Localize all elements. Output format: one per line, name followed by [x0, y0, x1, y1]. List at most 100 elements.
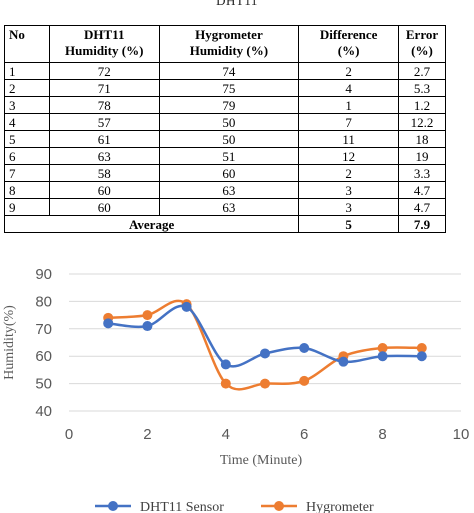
cell-hygrometer: 74 [158, 62, 300, 80]
header-no: No [4, 25, 50, 63]
cell-hygrometer: 79 [158, 96, 300, 114]
humidity-line-chart: 40 50 60 70 80 90 0 2 4 6 8 10 Humidity(%) Time (M… [2, 266, 470, 513]
cell-no: 8 [4, 181, 50, 199]
data-point [103, 318, 114, 329]
legend-swatch-marker [274, 501, 284, 511]
table-row: 8 60 63 3 4.7 [4, 181, 446, 199]
y-tick-label: 60 [35, 348, 52, 365]
data-point [142, 321, 153, 332]
x-axis-label: Time (Minute) [220, 453, 303, 468]
y-tick-labels: 40 50 60 70 80 90 [35, 266, 52, 420]
cell-dht11: 60 [48, 198, 160, 216]
x-tick-label: 0 [65, 426, 73, 443]
cell-dht11: 61 [48, 130, 160, 148]
cell-no: 9 [4, 198, 50, 216]
cell-dht11: 72 [48, 62, 160, 80]
cell-difference: 2 [298, 62, 400, 80]
series-line [108, 299, 422, 391]
y-tick-label: 90 [35, 266, 52, 283]
header-error: Error (%) [398, 25, 446, 63]
legend-swatch-marker [108, 501, 118, 511]
table-row: 5 61 50 11 18 [4, 130, 446, 148]
cell-dht11: 57 [48, 113, 160, 131]
table-row: 4 57 50 7 12.2 [4, 113, 446, 131]
cell-dht11: 63 [48, 147, 160, 165]
cell-error: 12.2 [398, 113, 446, 131]
cell-difference: 12 [298, 147, 400, 165]
x-tick-label: 8 [378, 426, 386, 443]
cell-no: 6 [4, 147, 50, 165]
data-point [181, 301, 192, 312]
cell-hygrometer: 60 [158, 164, 300, 182]
cell-difference: 2 [298, 164, 400, 182]
data-point [299, 375, 310, 386]
data-point [338, 356, 349, 367]
average-difference: 5 [298, 215, 400, 233]
data-point [416, 342, 427, 353]
legend-label: DHT11 Sensor [140, 500, 224, 513]
cell-no: 7 [4, 164, 50, 182]
x-tick-label: 2 [143, 426, 151, 443]
x-tick-label: 10 [453, 426, 470, 443]
cell-error: 5.3 [398, 79, 446, 97]
cell-no: 4 [4, 113, 50, 131]
series-lines [103, 299, 427, 391]
table-row: 1 72 74 2 2.7 [4, 62, 446, 80]
cell-error: 2.7 [398, 62, 446, 80]
cell-difference: 11 [298, 130, 400, 148]
y-tick-label: 80 [35, 293, 52, 310]
data-point [416, 351, 427, 362]
table-row: 9 60 63 3 4.7 [4, 198, 446, 216]
cell-no: 5 [4, 130, 50, 148]
cell-difference: 7 [298, 113, 400, 131]
cell-hygrometer: 51 [158, 147, 300, 165]
cell-error: 4.7 [398, 198, 446, 216]
average-error: 7.9 [398, 215, 446, 233]
chart-legend: DHT11 Sensor Hygrometer [95, 500, 374, 513]
cell-hygrometer: 63 [158, 198, 300, 216]
header-hygrometer: Hygrometer Humidity (%) [158, 25, 300, 63]
x-tick-labels: 0 2 4 6 8 10 [65, 426, 470, 443]
table-caption: DHT11 [216, 0, 258, 8]
cell-hygrometer: 63 [158, 181, 300, 199]
y-tick-label: 40 [35, 403, 52, 420]
legend-label: Hygrometer [306, 500, 374, 513]
cell-error: 18 [398, 130, 446, 148]
x-tick-label: 6 [300, 426, 308, 443]
cell-error: 4.7 [398, 181, 446, 199]
cell-difference: 1 [298, 96, 400, 114]
table-row: 7 58 60 2 3.3 [4, 164, 446, 182]
cell-dht11: 58 [48, 164, 160, 182]
data-point [142, 310, 153, 321]
data-point [220, 378, 231, 389]
data-point [260, 378, 270, 389]
average-row: Average 5 7.9 [3, 215, 446, 233]
header-difference: Difference (%) [298, 25, 400, 63]
data-point [377, 351, 388, 362]
cell-dht11: 60 [48, 181, 160, 199]
cell-dht11: 71 [48, 79, 160, 97]
cell-dht11: 78 [48, 96, 160, 114]
cell-error: 19 [398, 147, 446, 165]
cell-hygrometer: 75 [158, 79, 300, 97]
data-point [299, 342, 310, 353]
cell-hygrometer: 50 [158, 130, 300, 148]
cell-error: 1.2 [398, 96, 446, 114]
table-row: 3 78 79 1 1.2 [4, 96, 446, 114]
y-tick-label: 50 [35, 376, 52, 393]
cell-difference: 3 [298, 198, 400, 216]
y-tick-label: 70 [35, 321, 52, 338]
table-row: 2 71 75 4 5.3 [4, 79, 446, 97]
y-axis-label: Humidity(%) [2, 305, 17, 380]
cell-difference: 3 [298, 181, 400, 199]
grid-lines [69, 273, 461, 412]
cell-difference: 4 [298, 79, 400, 97]
average-label: Average [3, 215, 300, 233]
header-dht11: DHT11 Humidity (%) [48, 25, 160, 63]
data-point [260, 348, 270, 359]
cell-no: 2 [4, 79, 50, 97]
humidity-table: No DHT11 Humidity (%) Hygrometer Humidity … [3, 25, 446, 233]
cell-no: 1 [4, 62, 50, 80]
data-point [220, 359, 231, 370]
x-tick-label: 4 [222, 426, 230, 443]
